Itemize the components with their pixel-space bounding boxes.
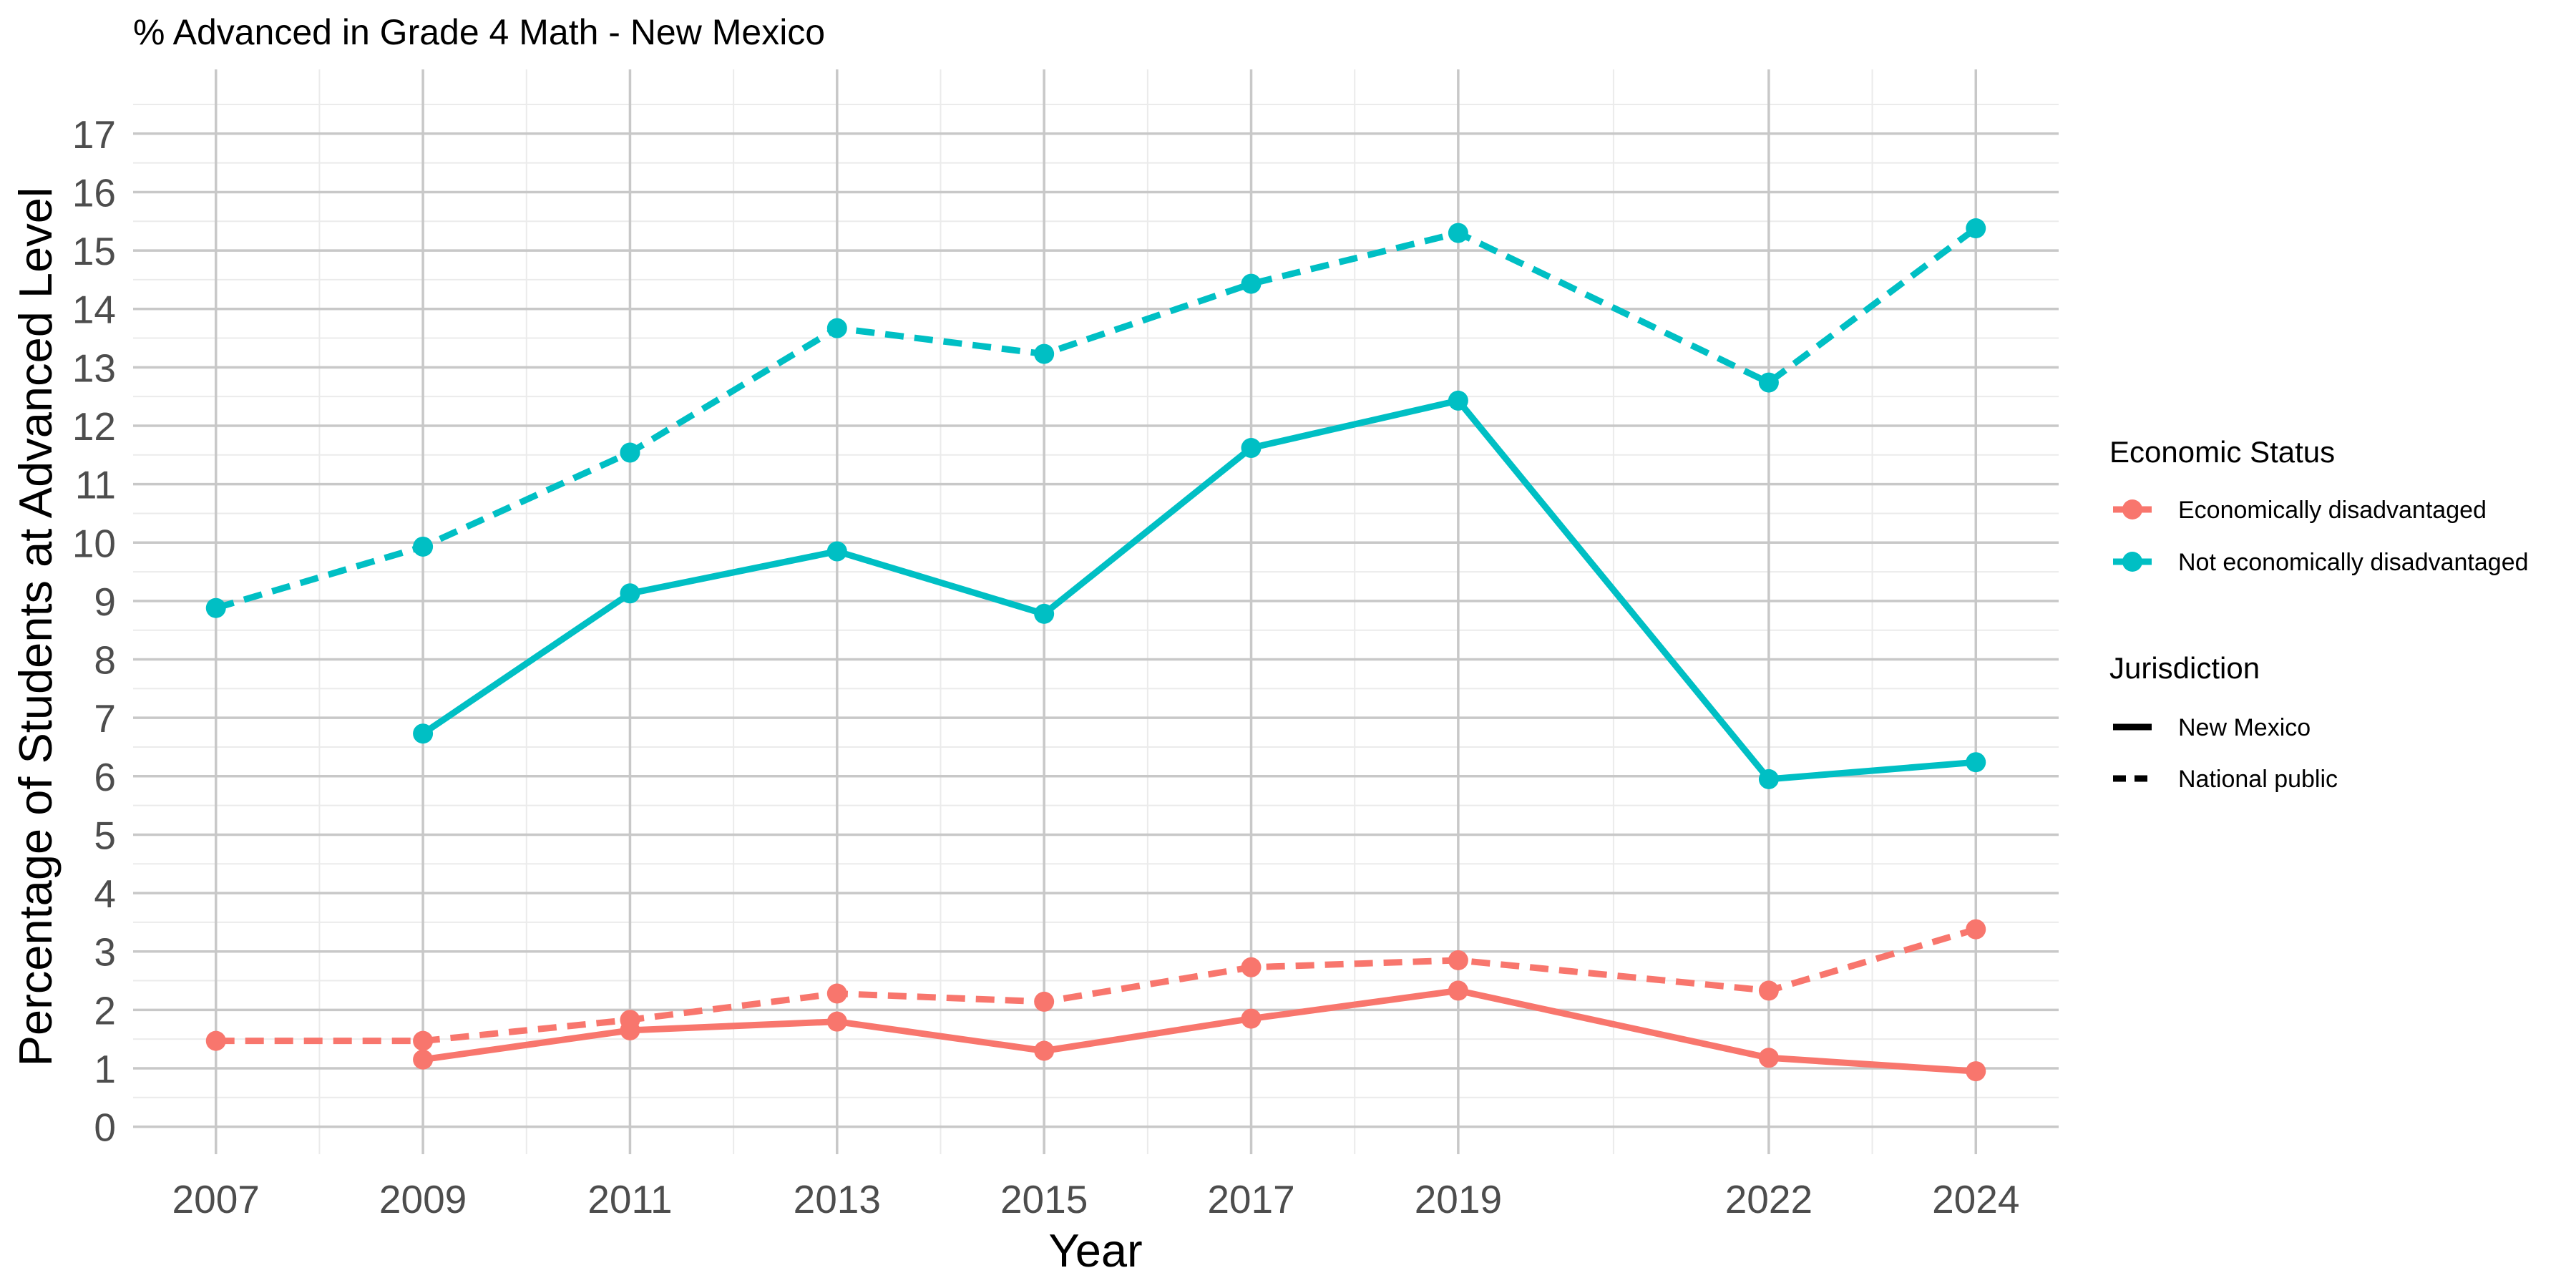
y-axis-title: Percentage of Students at Advanced Level bbox=[9, 187, 62, 1067]
y-tick-label: 8 bbox=[94, 638, 116, 683]
y-tick-label: 10 bbox=[72, 521, 116, 565]
data-point-not-economically-disadvantaged-national-public bbox=[1966, 218, 1986, 239]
legend-label-new-mexico: New Mexico bbox=[2178, 714, 2311, 741]
data-point-economically-disadvantaged-new-mexico bbox=[413, 1049, 434, 1070]
series-line-not-economically-disadvantaged-new-mexico bbox=[421, 397, 1976, 783]
series-lines bbox=[215, 225, 1978, 1075]
y-tick-label: 7 bbox=[94, 696, 116, 741]
legend-jurisdiction-items: New Mexico National public bbox=[2113, 714, 2338, 793]
data-point-not-economically-disadvantaged-national-public bbox=[413, 536, 434, 557]
data-point-not-economically-disadvantaged-national-public bbox=[1448, 223, 1468, 243]
y-tick-label: 15 bbox=[72, 229, 116, 273]
x-tick-label: 2015 bbox=[1000, 1177, 1088, 1221]
data-point-economically-disadvantaged-national-public bbox=[205, 1030, 226, 1051]
data-point-economically-disadvantaged-new-mexico bbox=[1241, 1008, 1262, 1029]
chart-title: % Advanced in Grade 4 Math - New Mexico bbox=[133, 12, 825, 52]
series-points bbox=[205, 218, 1986, 1082]
y-tick-label: 1 bbox=[94, 1047, 116, 1091]
data-point-economically-disadvantaged-national-public bbox=[1966, 919, 1986, 940]
data-point-economically-disadvantaged-national-public bbox=[413, 1030, 434, 1051]
data-point-not-economically-disadvantaged-national-public bbox=[1758, 372, 1779, 393]
data-point-not-economically-disadvantaged-new-mexico bbox=[620, 583, 640, 604]
legend-economic-status-items: Economically disadvantaged Not economical… bbox=[2113, 497, 2529, 576]
y-tick-label: 9 bbox=[94, 580, 116, 624]
data-point-economically-disadvantaged-new-mexico bbox=[1966, 1061, 1986, 1082]
y-tick-label: 16 bbox=[72, 170, 116, 215]
data-point-economically-disadvantaged-national-public bbox=[1448, 950, 1468, 970]
y-tick-label: 13 bbox=[72, 346, 116, 390]
x-tick-label: 2007 bbox=[172, 1177, 260, 1221]
y-tick-label: 6 bbox=[94, 755, 116, 799]
x-axis-title: Year bbox=[1048, 1224, 1142, 1277]
legend-label-not-economically-disadvantaged: Not economically disadvantaged bbox=[2178, 549, 2529, 576]
y-tick-label: 2 bbox=[94, 988, 116, 1033]
series-line-economically-disadvantaged-national-public bbox=[215, 926, 1977, 1045]
y-tick-label: 17 bbox=[72, 112, 116, 157]
data-point-not-economically-disadvantaged-new-mexico bbox=[1241, 438, 1262, 459]
data-point-economically-disadvantaged-new-mexico bbox=[826, 1011, 847, 1032]
data-point-not-economically-disadvantaged-national-public bbox=[1241, 273, 1262, 294]
y-tick-label: 4 bbox=[94, 872, 116, 916]
data-point-economically-disadvantaged-national-public bbox=[1034, 991, 1055, 1012]
legend-key-point bbox=[2122, 552, 2142, 572]
data-point-not-economically-disadvantaged-national-public bbox=[1034, 343, 1055, 364]
data-point-not-economically-disadvantaged-new-mexico bbox=[1034, 603, 1055, 624]
grid bbox=[133, 69, 2059, 1154]
legend-label-economically-disadvantaged: Economically disadvantaged bbox=[2178, 497, 2487, 524]
x-axis-tick-labels: 2007 2009 2011 2013 2015 2017 2019 2022 2024 bbox=[172, 1177, 2020, 1221]
y-tick-label: 5 bbox=[94, 813, 116, 857]
x-tick-label: 2009 bbox=[379, 1177, 467, 1221]
y-tick-label: 14 bbox=[72, 288, 116, 332]
y-tick-label: 12 bbox=[72, 404, 116, 449]
data-point-economically-disadvantaged-new-mexico bbox=[1034, 1040, 1055, 1061]
data-point-economically-disadvantaged-new-mexico bbox=[1448, 980, 1468, 1001]
legend-key-point bbox=[2122, 499, 2142, 519]
x-tick-label: 2019 bbox=[1415, 1177, 1502, 1221]
x-tick-label: 2013 bbox=[794, 1177, 881, 1221]
legend: Economic Status Economically disadvantag… bbox=[2109, 435, 2529, 793]
y-tick-label: 11 bbox=[75, 463, 116, 507]
x-tick-label: 2024 bbox=[1932, 1177, 2019, 1221]
data-point-not-economically-disadvantaged-new-mexico bbox=[1966, 752, 1986, 773]
data-point-not-economically-disadvantaged-national-public bbox=[620, 442, 640, 463]
data-point-economically-disadvantaged-new-mexico bbox=[1758, 1048, 1779, 1068]
y-tick-label: 3 bbox=[94, 930, 116, 975]
data-point-not-economically-disadvantaged-new-mexico bbox=[826, 541, 847, 562]
data-point-not-economically-disadvantaged-new-mexico bbox=[1448, 390, 1468, 411]
data-point-not-economically-disadvantaged-new-mexico bbox=[1758, 769, 1779, 789]
legend-label-national-public: National public bbox=[2178, 766, 2338, 793]
x-tick-label: 2022 bbox=[1725, 1177, 1813, 1221]
data-point-economically-disadvantaged-national-public bbox=[826, 983, 847, 1004]
series-line-not-economically-disadvantaged-national-public bbox=[215, 225, 1978, 612]
legend-title-jurisdiction: Jurisdiction bbox=[2109, 651, 2260, 685]
data-point-economically-disadvantaged-national-public bbox=[1241, 957, 1262, 977]
x-tick-label: 2017 bbox=[1207, 1177, 1294, 1221]
data-point-economically-disadvantaged-national-public bbox=[1758, 980, 1779, 1001]
y-tick-label: 0 bbox=[94, 1106, 116, 1150]
data-point-not-economically-disadvantaged-new-mexico bbox=[413, 723, 434, 744]
data-point-not-economically-disadvantaged-national-public bbox=[826, 318, 847, 338]
x-tick-label: 2011 bbox=[587, 1177, 672, 1221]
data-point-economically-disadvantaged-national-public bbox=[620, 1010, 640, 1030]
series-line-economically-disadvantaged-new-mexico bbox=[422, 987, 1976, 1075]
data-point-not-economically-disadvantaged-national-public bbox=[205, 597, 226, 618]
legend-title-economic-status: Economic Status bbox=[2109, 435, 2335, 469]
